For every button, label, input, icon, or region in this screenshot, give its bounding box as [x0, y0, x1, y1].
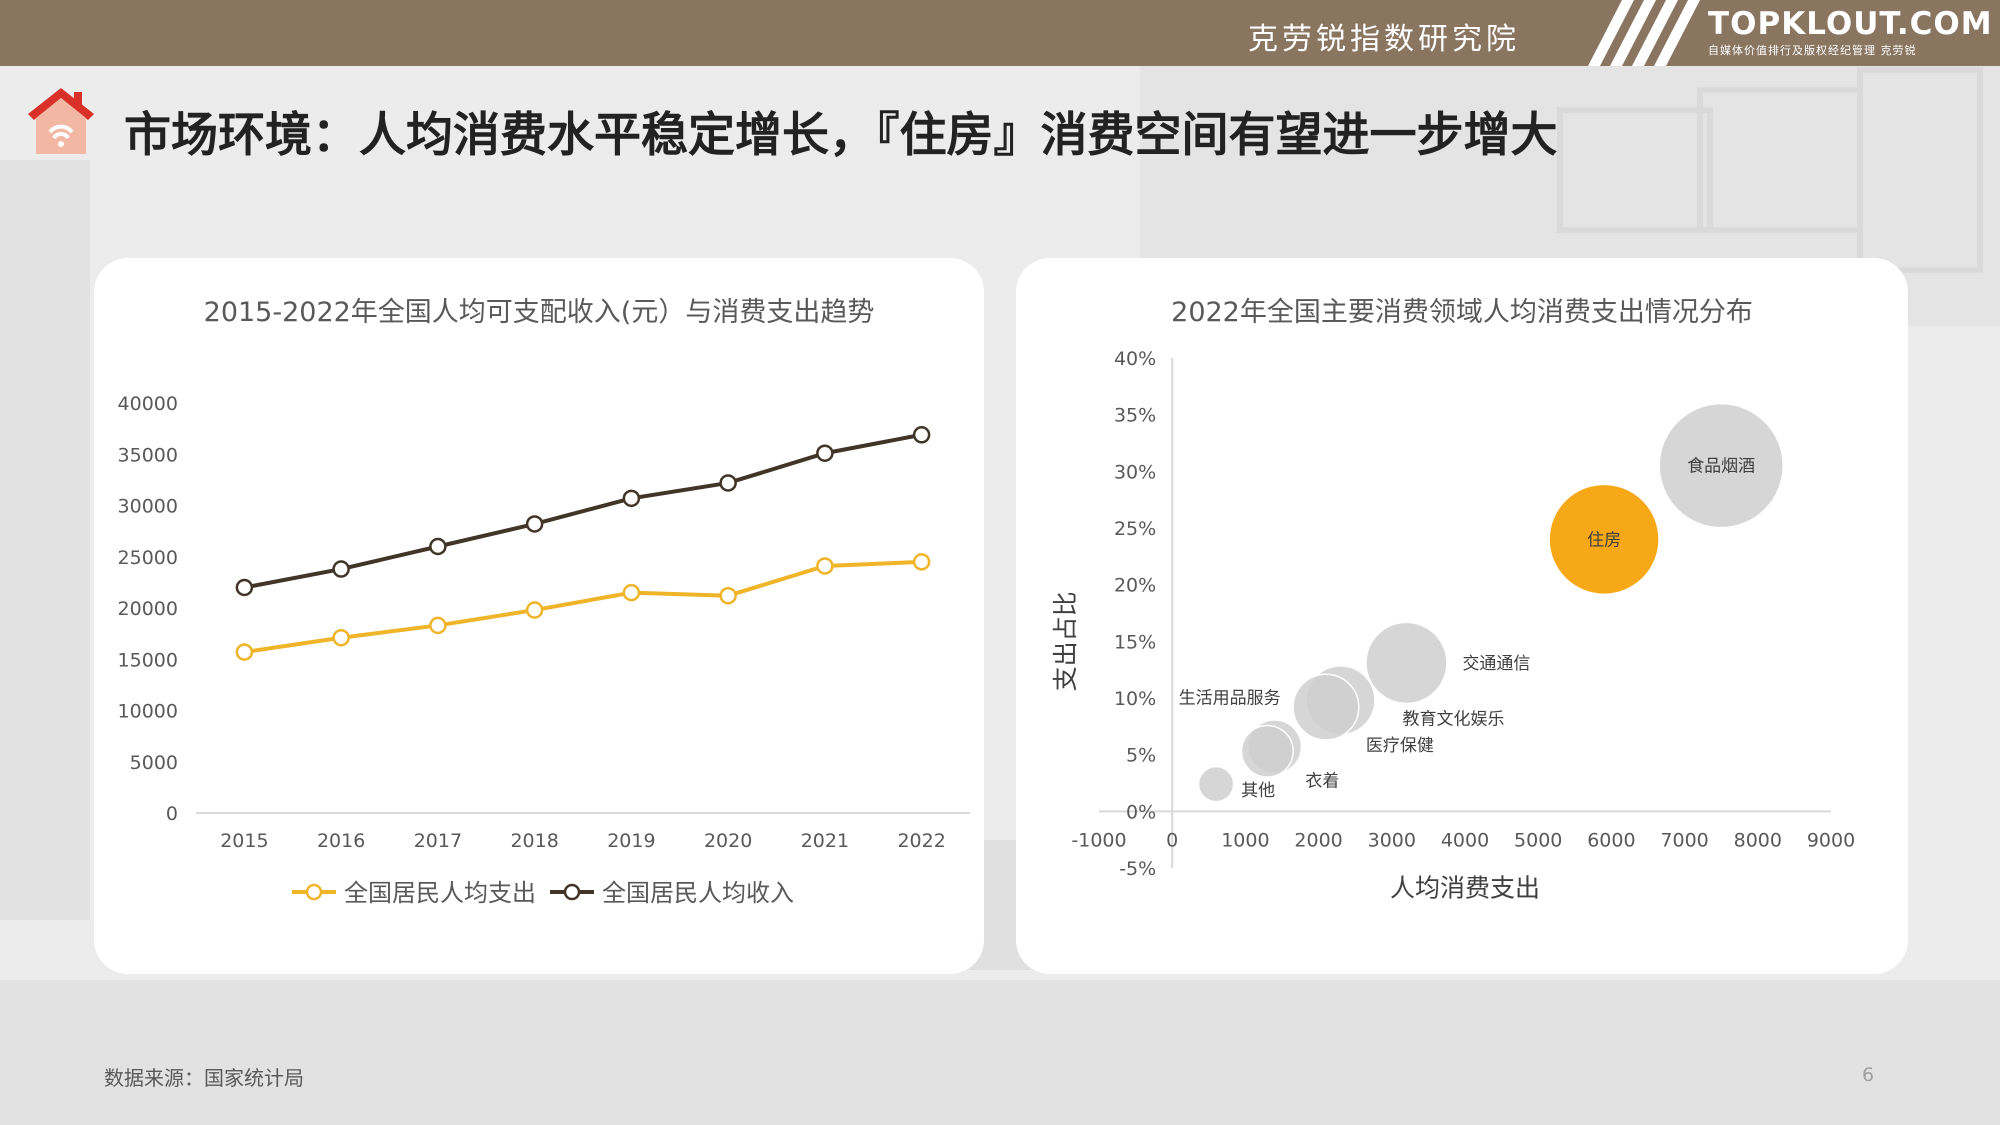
data-point — [235, 578, 254, 597]
bubble-label: 医疗保健 — [1366, 736, 1434, 756]
y-tick-label: 40% — [1114, 348, 1156, 370]
y-tick-label: 15000 — [118, 649, 178, 671]
x-tick-label: -1000 — [1071, 829, 1126, 851]
data-point — [622, 583, 641, 602]
bubble-label: 教育文化娱乐 — [1403, 709, 1505, 729]
data-source-note: 数据来源：国家统计局 — [104, 1066, 304, 1090]
line-chart: 0 5000 10000 15000 20000 25000 30000 35000 40000… — [118, 393, 970, 907]
x-tick-label: 8000 — [1734, 829, 1782, 851]
bubble-label: 交通通信 — [1462, 654, 1530, 674]
data-point — [912, 426, 931, 444]
y-tick-label: 35000 — [118, 444, 178, 466]
x-tick-label: 3000 — [1368, 829, 1416, 851]
data-point — [429, 537, 447, 556]
brand-tagline: 自媒体价值排行及版权经纪管理 克劳锐 — [1708, 44, 1917, 57]
data-point — [622, 489, 641, 508]
y-tick-label: -5% — [1119, 858, 1156, 880]
bubble-label: 住房 — [1587, 530, 1621, 550]
brand-stripes-logo — [1588, 0, 1700, 66]
x-tick-label: 2020 — [704, 830, 752, 852]
x-tick-label: 2000 — [1294, 829, 1342, 851]
house-wifi-icon — [28, 88, 94, 154]
bubble-label: 食品烟酒 — [1687, 457, 1755, 477]
x-tick-label: 1000 — [1221, 829, 1269, 851]
data-point — [332, 560, 350, 578]
data-point — [525, 601, 544, 619]
bubble-chart: -5% 0% 5% 10% 15% 20% 25% 30% 35% 40% -1000 0 1000 20… — [1051, 348, 1855, 902]
bubble — [1240, 724, 1294, 778]
legend-label: 全国居民人均收入 — [602, 879, 794, 907]
y-tick-label: 0% — [1126, 801, 1156, 823]
series-line — [244, 432, 922, 590]
brand-logo-text: TOPKLOUT.COM — [1708, 6, 1993, 42]
x-tick-label: 2016 — [317, 830, 365, 852]
line-chart-title: 2015-2022年全国人均可支配收入(元）与消费支出趋势 — [203, 297, 875, 328]
data-point — [912, 553, 931, 571]
legend-marker — [563, 883, 581, 901]
x-tick-label: 5000 — [1514, 829, 1562, 851]
x-tick-label: 2015 — [220, 830, 268, 852]
bubble-chart-title: 2022年全国主要消费领域人均消费支出情况分布 — [1171, 297, 1753, 328]
y-tick-label: 20% — [1114, 575, 1156, 597]
x-tick-label: 9000 — [1807, 829, 1855, 851]
series-line — [244, 559, 922, 655]
bubble — [1658, 402, 1784, 529]
data-point — [719, 474, 737, 492]
y-tick-label: 25% — [1114, 518, 1156, 540]
y-tick-label: 30% — [1114, 461, 1156, 483]
header-bar: 克劳锐指数研究院 TOPKLOUT.COM 自媒体价值排行及版权经纪管理 克劳锐 — [0, 0, 2000, 66]
bubble-label: 生活用品服务 — [1179, 689, 1281, 709]
data-point — [525, 515, 544, 533]
bubble — [1197, 765, 1235, 803]
y-tick-label: 10% — [1114, 688, 1156, 710]
y-tick-label: 0 — [166, 803, 178, 825]
y-tick-label: 25000 — [118, 547, 178, 569]
y-tick-label: 20000 — [118, 598, 178, 620]
y-tick-label: 35% — [1114, 405, 1156, 427]
x-tick-label: 0 — [1166, 829, 1178, 851]
data-point — [816, 444, 834, 462]
line-chart-card: 2015-2022年全国人均可支配收入(元）与消费支出趋势 0 5000 10000… — [94, 258, 984, 974]
data-point — [816, 557, 834, 575]
x-tick-label: 2022 — [897, 830, 945, 852]
x-axis-title: 人均消费支出 — [1390, 873, 1540, 902]
y-tick-label: 40000 — [118, 393, 178, 415]
data-point — [332, 628, 350, 647]
bubble-label: 其他 — [1241, 781, 1275, 801]
x-tick-label: 2018 — [510, 830, 558, 852]
bubble — [1292, 673, 1360, 741]
bubble-label: 衣着 — [1305, 771, 1339, 791]
y-tick-label: 5% — [1126, 745, 1156, 767]
data-point — [429, 616, 447, 635]
x-tick-label: 6000 — [1587, 829, 1635, 851]
page-title: 市场环境：人均消费水平稳定增长，『住房』消费空间有望进一步增大 — [124, 108, 1558, 163]
x-tick-label: 2019 — [607, 830, 655, 852]
x-tick-label: 2021 — [801, 830, 849, 852]
legend-marker — [305, 883, 323, 901]
y-tick-label: 15% — [1114, 631, 1156, 653]
y-tick-label: 10000 — [118, 701, 178, 723]
x-tick-label: 4000 — [1441, 829, 1489, 851]
bubble — [1365, 621, 1448, 705]
x-tick-label: 7000 — [1660, 829, 1708, 851]
legend-label: 全国居民人均支出 — [344, 879, 536, 907]
page-number: 6 — [1862, 1064, 1875, 1086]
bubble — [1548, 483, 1660, 596]
bubble-chart-card: 2022年全国主要消费领域人均消费支出情况分布 -5% 0% 5% 10% 15% 20%… — [1016, 258, 1908, 974]
data-point — [235, 643, 254, 661]
x-tick-label: 2017 — [414, 830, 462, 852]
y-tick-label: 5000 — [130, 752, 178, 774]
data-point — [719, 586, 737, 605]
org-name: 克劳锐指数研究院 — [1248, 22, 1520, 57]
y-axis-title: 支出占比 — [1051, 591, 1080, 691]
y-tick-label: 30000 — [118, 496, 178, 518]
